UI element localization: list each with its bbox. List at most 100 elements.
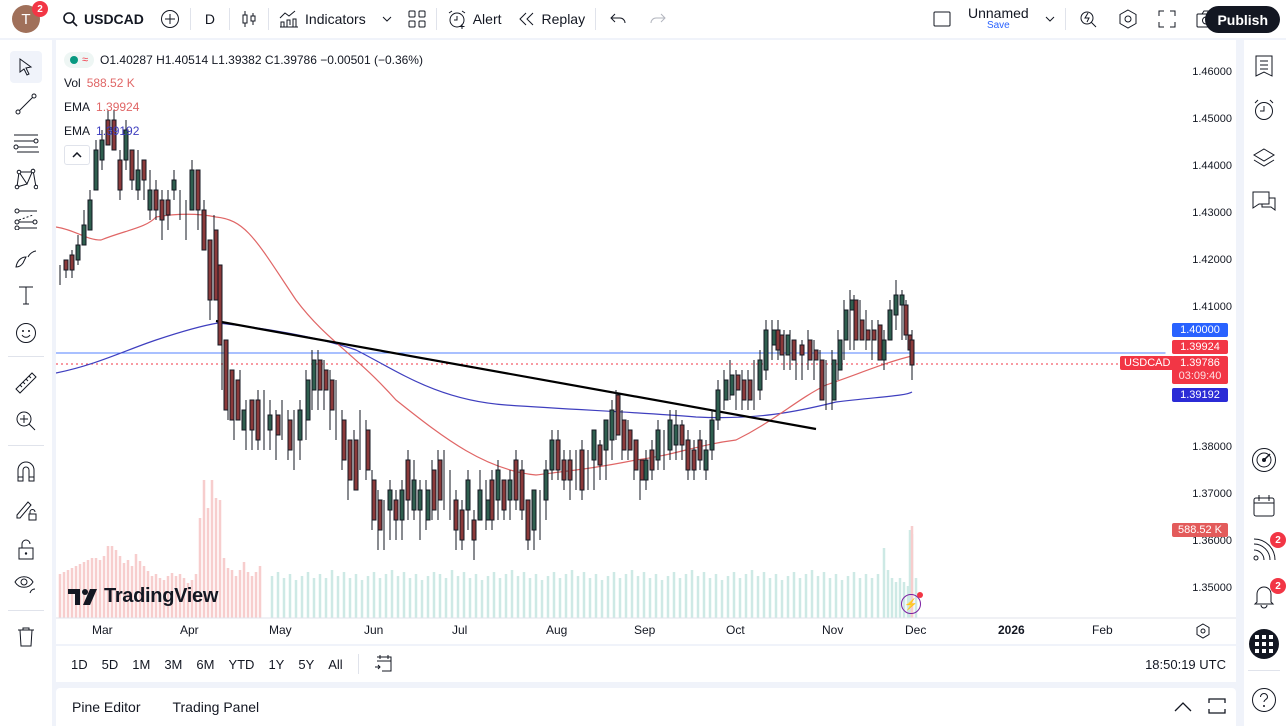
maximize-panel-button[interactable] — [1208, 697, 1226, 717]
approx-icon: ≈ — [82, 54, 89, 66]
range-all[interactable]: All — [328, 656, 343, 672]
ema-fast-legend[interactable]: EMA 1.39924 — [64, 100, 140, 114]
tab-trading-panel[interactable]: Trading Panel — [172, 699, 260, 715]
layout-toggle[interactable] — [924, 0, 960, 38]
drawing-toolbar — [0, 40, 52, 726]
undo-button[interactable] — [598, 0, 638, 38]
undo-icon — [610, 13, 626, 24]
chart-settings-button[interactable] — [1195, 623, 1211, 644]
range-1y[interactable]: 1Y — [268, 656, 285, 672]
alert-button[interactable]: Alert — [439, 0, 510, 38]
measure-tool[interactable] — [10, 367, 42, 399]
time-tick: Dec — [905, 623, 927, 637]
ema-fast-value: 1.39924 — [96, 100, 140, 114]
range-1d[interactable]: 1D — [71, 656, 88, 672]
layout-name[interactable]: Unnamed Save — [968, 5, 1029, 32]
eye-icon — [14, 576, 36, 594]
ema-slow-legend[interactable]: EMA 1.39192 — [64, 124, 140, 138]
chart-pane[interactable]: ≈ O1.40287 H1.40514 L1.39382 C1.39786 −0… — [56, 40, 1236, 644]
ideas-stream-button[interactable]: 2 — [1248, 532, 1286, 566]
notifications-badge: 2 — [1270, 578, 1286, 594]
range-ytd[interactable]: YTD — [228, 656, 255, 672]
text-icon — [19, 286, 33, 305]
time-tick: 2026 — [998, 623, 1025, 637]
fib-tool[interactable] — [10, 127, 42, 159]
range-1m[interactable]: 1M — [132, 656, 151, 672]
symbol-search[interactable]: USDCAD — [54, 0, 152, 38]
emoji-tool[interactable] — [10, 317, 42, 349]
goto-date-button[interactable] — [367, 654, 401, 675]
range-6m[interactable]: 6M — [196, 656, 215, 672]
tradingview-logo[interactable]: TradingView — [68, 585, 218, 608]
bell-icon — [1253, 586, 1275, 609]
layout-dropdown[interactable] — [1037, 0, 1063, 38]
help-icon — [1252, 688, 1276, 712]
time-tick: Nov — [822, 623, 844, 637]
watchlist-button[interactable] — [1248, 50, 1280, 82]
indicators-button[interactable]: Indicators — [271, 0, 374, 38]
fullscreen-icon — [1158, 10, 1176, 28]
hotlists-button[interactable] — [1248, 444, 1280, 476]
top-toolbar: T 2 USDCAD D Indicators Alert Replay — [0, 0, 1286, 38]
ema-fast-tag: 1.39924 — [1172, 340, 1228, 354]
alerts-button[interactable] — [1248, 94, 1280, 126]
hide-drawings-tool[interactable] — [10, 568, 42, 600]
remove-drawings-tool[interactable] — [10, 621, 42, 653]
pattern-tool[interactable] — [10, 163, 42, 195]
bottom-panel: Pine Editor Trading Panel — [56, 688, 1236, 726]
zoom-tool[interactable] — [10, 405, 42, 437]
magnet-tool[interactable] — [10, 456, 42, 488]
redo-button[interactable] — [638, 0, 678, 38]
lightning-search-icon — [1080, 11, 1097, 28]
chevron-up-icon — [1174, 702, 1192, 712]
cursor-tool[interactable] — [10, 51, 42, 83]
lock-drawings-tool[interactable] — [10, 494, 42, 526]
range-5y[interactable]: 5Y — [298, 656, 315, 672]
text-tool[interactable] — [10, 279, 42, 311]
brush-tool[interactable] — [10, 243, 42, 275]
plus-circle-icon — [160, 10, 179, 28]
trendline-icon — [15, 93, 37, 115]
settings-button[interactable] — [1108, 0, 1148, 38]
chart-type-button[interactable] — [232, 0, 266, 38]
help-button[interactable] — [1248, 684, 1280, 716]
time-tick: Mar — [92, 623, 113, 637]
products-menu-button[interactable] — [1248, 628, 1280, 660]
notifications-button[interactable]: 2 — [1248, 578, 1286, 612]
quick-search-button[interactable] — [1068, 0, 1108, 38]
interval-button[interactable]: D — [204, 11, 216, 27]
range-3m[interactable]: 3M — [164, 656, 183, 672]
ohlc-legend: ≈ O1.40287 H1.40514 L1.39382 C1.39786 −0… — [64, 52, 423, 68]
events-button[interactable]: ⚡ — [901, 592, 923, 614]
indicators-dropdown[interactable] — [374, 0, 400, 38]
price-chart[interactable] — [56, 40, 1236, 644]
trendline-tool[interactable] — [10, 88, 42, 120]
volume-legend[interactable]: Vol 588.52 K — [64, 76, 135, 90]
volume-tag: 588.52 K — [1172, 523, 1228, 537]
expand-panel-button[interactable] — [1174, 699, 1192, 715]
templates-button[interactable] — [400, 0, 434, 38]
chevron-up-icon — [72, 152, 82, 158]
brush-icon — [15, 250, 37, 268]
candles-icon — [242, 11, 256, 27]
tab-pine-editor[interactable]: Pine Editor — [72, 699, 141, 715]
chats-button[interactable] — [1248, 186, 1280, 218]
avatar[interactable]: T 2 — [12, 1, 48, 33]
ruler-icon — [15, 372, 37, 394]
clock[interactable]: 18:50:19 UTC — [1145, 656, 1226, 672]
replay-button[interactable]: Replay — [510, 0, 594, 38]
fullscreen-button[interactable] — [1148, 0, 1186, 38]
horizontal-lines-icon — [13, 134, 39, 153]
compare-button[interactable] — [152, 0, 188, 38]
pattern-icon — [14, 168, 38, 190]
date-range-bar: 1D 5D 1M 3M 6M YTD 1Y 5Y All 18:50:19 UT… — [56, 646, 1236, 682]
publish-button[interactable]: Publish — [1205, 6, 1280, 33]
range-5d[interactable]: 5D — [101, 656, 119, 672]
forecast-tool[interactable] — [10, 203, 42, 235]
bar-countdown: 03:09:40 — [1178, 370, 1222, 382]
calendar-button[interactable] — [1248, 490, 1280, 522]
lock-all-tool[interactable] — [10, 533, 42, 565]
legend-toggle[interactable]: ≈ — [64, 52, 95, 68]
collapse-legend-button[interactable] — [64, 145, 90, 165]
object-tree-button[interactable] — [1248, 142, 1280, 174]
